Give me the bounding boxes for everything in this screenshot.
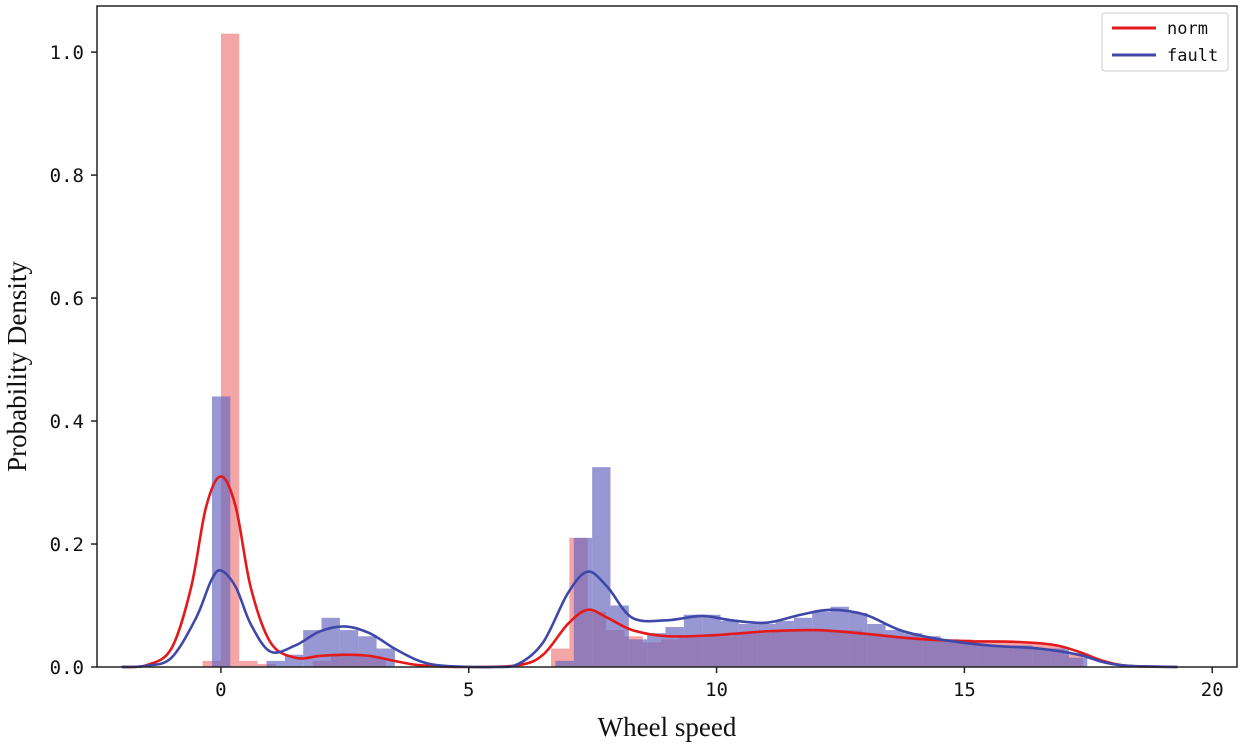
x-axis-label: Wheel speed <box>598 712 737 742</box>
hist-bar-fault <box>1068 657 1088 667</box>
y-tick-label: 0.8 <box>50 165 84 187</box>
kde-lines <box>121 475 1178 669</box>
hist-bar-fault <box>358 636 377 667</box>
hist-bar-norm <box>202 660 221 667</box>
hist-bar-fault <box>958 642 978 667</box>
kde-line-fault <box>121 569 1178 669</box>
y-tick-label: 0.6 <box>50 288 84 310</box>
x-tick-label: 20 <box>1201 679 1224 701</box>
legend-label-fault: fault <box>1167 46 1218 66</box>
hist-bar-fault <box>848 612 868 667</box>
y-tick-label: 0.0 <box>50 657 84 679</box>
hist-bar-fault <box>738 623 758 667</box>
hist-bar-fault <box>610 605 629 667</box>
hist-bar-fault <box>940 639 959 667</box>
x-axis-ticks: 0 5 10 15 20 <box>215 667 1224 701</box>
legend-label-norm: norm <box>1167 19 1208 39</box>
hist-bar-fault <box>555 660 574 667</box>
x-tick-label: 10 <box>705 679 728 701</box>
legend: norm fault <box>1101 12 1229 72</box>
hist-bar-fault <box>339 630 359 667</box>
hist-bar-fault <box>812 611 831 667</box>
hist-bar-norm <box>239 660 258 667</box>
hist-bar-fault <box>903 633 923 667</box>
hist-bar-fault <box>647 633 666 667</box>
hist-bar-fault <box>266 660 285 667</box>
bars-norm <box>202 33 1083 668</box>
y-axis-ticks: 0.0 0.2 0.4 0.6 0.8 1.0 <box>50 42 97 679</box>
y-tick-label: 0.2 <box>50 534 84 556</box>
hist-bar-fault <box>211 396 231 667</box>
hist-bar-fault <box>665 627 684 667</box>
hist-bar-fault <box>683 614 703 667</box>
hist-bar-fault <box>573 537 593 667</box>
y-axis-label: Probability Density <box>2 261 32 472</box>
hist-bar-fault <box>592 467 611 667</box>
hist-bar-fault <box>1032 648 1051 667</box>
hist-bar-fault <box>995 645 1014 667</box>
hist-bar-fault <box>775 620 794 667</box>
hist-bar-fault <box>830 606 849 667</box>
hist-bar-fault <box>793 617 813 667</box>
x-tick-label: 5 <box>463 679 474 701</box>
hist-bar-fault <box>1013 645 1033 667</box>
hist-bar-fault <box>321 617 340 667</box>
kde-line-norm <box>121 475 1178 669</box>
hist-bar-fault <box>720 620 739 667</box>
hist-bar-fault <box>922 636 941 667</box>
histogram-bars <box>202 33 1088 668</box>
hist-bar-fault <box>757 623 776 667</box>
hist-bar-fault <box>628 639 648 667</box>
y-tick-label: 1.0 <box>50 42 84 64</box>
y-tick-label: 0.4 <box>50 411 84 433</box>
x-tick-label: 15 <box>953 679 976 701</box>
hist-bar-fault <box>977 645 996 667</box>
hist-bar-fault <box>885 630 904 667</box>
hist-bar-fault <box>702 614 721 667</box>
hist-bar-fault <box>867 623 886 667</box>
plot-frame <box>96 5 1238 668</box>
x-tick-label: 0 <box>215 679 226 701</box>
